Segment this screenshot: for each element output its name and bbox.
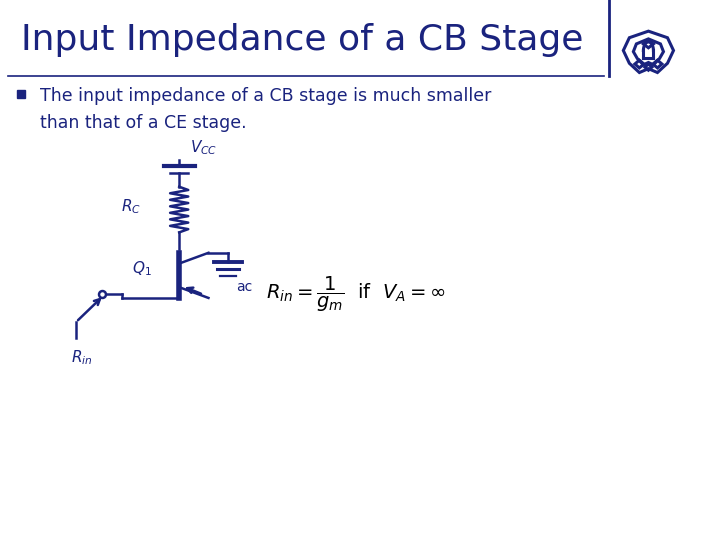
Text: $Q_1$: $Q_1$: [132, 260, 151, 278]
Text: ac: ac: [236, 280, 253, 294]
Text: Input Impedance of a CB Stage: Input Impedance of a CB Stage: [21, 23, 583, 57]
Text: The input impedance of a CB stage is much smaller: The input impedance of a CB stage is muc…: [40, 87, 492, 105]
Text: $R_C$: $R_C$: [121, 198, 141, 216]
Text: $R_{in} = \dfrac{1}{g_m}$  if  $V_A = \infty$: $R_{in} = \dfrac{1}{g_m}$ if $V_A = \inf…: [266, 275, 446, 314]
Text: $R_{in}$: $R_{in}$: [71, 348, 93, 367]
Text: than that of a CE stage.: than that of a CE stage.: [40, 114, 247, 132]
Text: $V_{CC}$: $V_{CC}$: [189, 138, 217, 157]
